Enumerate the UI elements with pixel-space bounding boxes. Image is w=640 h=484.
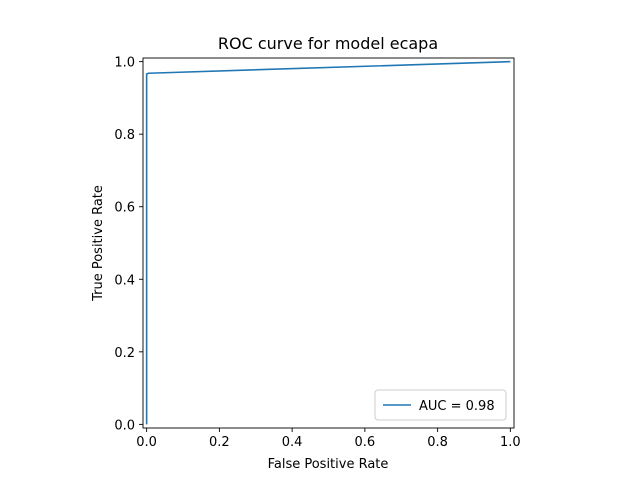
roc-series-line-0 xyxy=(145,60,511,425)
y-tick-label-3: 0.6 xyxy=(114,201,135,216)
legend-box xyxy=(374,389,507,421)
legend-entry-label: AUC = 0.98 xyxy=(419,399,495,414)
x-tick-label-5: 1.0 xyxy=(500,435,521,450)
y-tick-label-2: 0.4 xyxy=(114,273,135,288)
y-tick-label-5: 1.0 xyxy=(114,56,135,71)
y-axis-label: True Positive Rate xyxy=(91,185,106,302)
x-tick-label-3: 0.6 xyxy=(355,435,376,450)
axis-ticks: 0.0 0.2 0.4 0.6 0.8 1.0 0.0 0.2 0.4 0.6 0.8 1.0 xyxy=(114,56,520,450)
chart-title: ROC curve for model ecapa xyxy=(218,34,438,53)
legend: AUC = 0.98 xyxy=(374,389,507,421)
x-tick-label-0: 0.0 xyxy=(136,435,157,450)
x-axis-label: False Positive Rate xyxy=(268,457,389,472)
x-tick-label-2: 0.4 xyxy=(282,435,303,450)
y-tick-label-1: 0.2 xyxy=(114,346,135,361)
plot-frame xyxy=(142,57,515,429)
x-tick-label-1: 0.2 xyxy=(209,435,230,450)
y-tick-label-0: 0.0 xyxy=(114,418,135,433)
y-tick-label-4: 0.8 xyxy=(114,128,135,143)
x-tick-label-4: 0.8 xyxy=(427,435,448,450)
plot-area xyxy=(142,57,515,429)
